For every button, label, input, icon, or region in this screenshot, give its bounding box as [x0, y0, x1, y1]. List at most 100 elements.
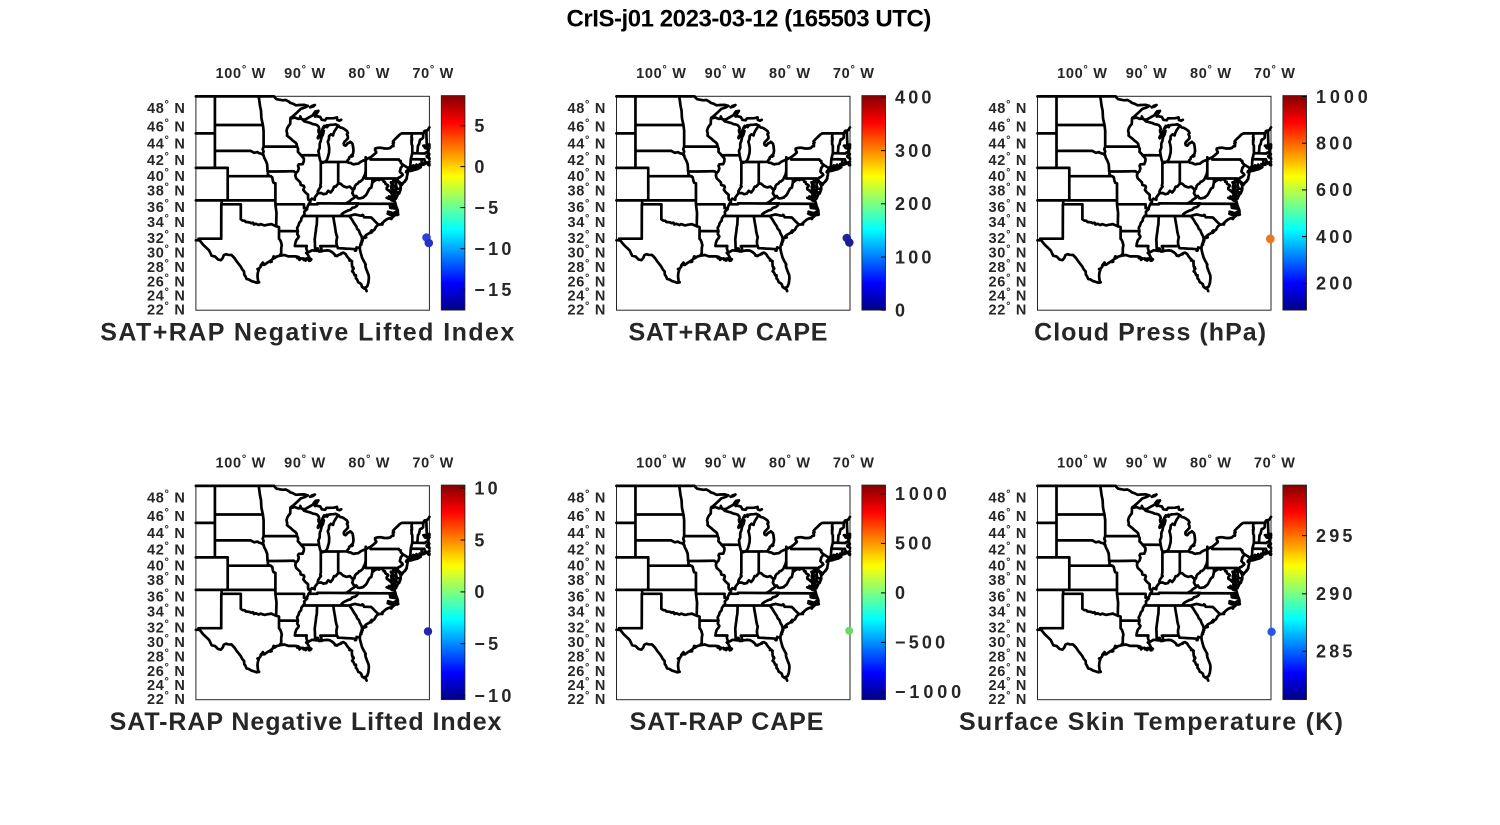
svg-text:28° N: 28° N: [147, 648, 186, 666]
svg-text:48° N: 48° N: [989, 489, 1028, 507]
svg-text:30° N: 30° N: [147, 244, 186, 262]
svg-text:46° N: 46° N: [147, 507, 186, 525]
svg-text:200: 200: [1316, 274, 1356, 294]
svg-text:26° N: 26° N: [147, 273, 186, 291]
svg-text:44° N: 44° N: [147, 135, 186, 153]
svg-text:44° N: 44° N: [989, 135, 1028, 153]
svg-text:90° W: 90° W: [1126, 454, 1168, 472]
svg-text:36° N: 36° N: [147, 588, 186, 606]
svg-text:38° N: 38° N: [989, 571, 1028, 589]
svg-text:46° N: 46° N: [567, 118, 606, 136]
svg-text:46° N: 46° N: [989, 507, 1028, 525]
svg-text:80° W: 80° W: [769, 454, 811, 472]
svg-text:Cloud Press (hPa): Cloud Press (hPa): [1034, 319, 1267, 347]
svg-text:290: 290: [1316, 584, 1356, 604]
svg-text:100° W: 100° W: [216, 454, 267, 472]
svg-text:600: 600: [1316, 180, 1356, 200]
svg-text:70° W: 70° W: [833, 64, 875, 82]
svg-text:30° N: 30° N: [989, 244, 1028, 262]
svg-text:28° N: 28° N: [567, 648, 606, 666]
svg-text:32° N: 32° N: [147, 619, 186, 637]
svg-text:28° N: 28° N: [989, 258, 1028, 276]
svg-text:22° N: 22° N: [567, 690, 606, 708]
svg-text:34° N: 34° N: [567, 603, 606, 621]
svg-text:32° N: 32° N: [147, 229, 186, 247]
svg-text:SAT-RAP CAPE: SAT-RAP CAPE: [630, 708, 825, 736]
svg-text:38° N: 38° N: [567, 182, 606, 200]
svg-text:42° N: 42° N: [989, 151, 1028, 169]
svg-text:−10: −10: [474, 239, 514, 259]
svg-text:70° W: 70° W: [1254, 454, 1296, 472]
svg-text:CrIS-j01 2023-03-12 (165503 UT: CrIS-j01 2023-03-12 (165503 UTC): [566, 6, 930, 33]
svg-text:100° W: 100° W: [636, 454, 687, 472]
svg-text:−5: −5: [474, 634, 501, 654]
svg-text:48° N: 48° N: [147, 489, 186, 507]
svg-text:24° N: 24° N: [147, 287, 186, 305]
svg-text:SAT+RAP Negative Lifted Index: SAT+RAP Negative Lifted Index: [100, 319, 516, 347]
svg-text:38° N: 38° N: [147, 571, 186, 589]
svg-text:−500: −500: [895, 633, 948, 653]
svg-text:42° N: 42° N: [567, 151, 606, 169]
svg-text:22° N: 22° N: [147, 690, 186, 708]
svg-text:200: 200: [895, 194, 935, 214]
svg-text:300: 300: [895, 141, 935, 161]
svg-text:32° N: 32° N: [989, 619, 1028, 637]
svg-text:SAT+RAP CAPE: SAT+RAP CAPE: [629, 319, 829, 347]
svg-text:40° N: 40° N: [147, 557, 186, 575]
svg-text:10: 10: [474, 478, 500, 498]
svg-text:26° N: 26° N: [567, 273, 606, 291]
svg-text:36° N: 36° N: [989, 588, 1028, 606]
svg-text:36° N: 36° N: [989, 198, 1028, 216]
svg-text:46° N: 46° N: [147, 118, 186, 136]
svg-text:46° N: 46° N: [567, 507, 606, 525]
svg-text:32° N: 32° N: [989, 229, 1028, 247]
svg-text:−15: −15: [474, 280, 514, 300]
svg-text:100° W: 100° W: [1057, 454, 1108, 472]
svg-text:40° N: 40° N: [567, 167, 606, 185]
svg-text:24° N: 24° N: [567, 676, 606, 694]
svg-text:70° W: 70° W: [412, 64, 454, 82]
svg-text:34° N: 34° N: [989, 603, 1028, 621]
svg-text:SAT-RAP Negative Lifted Index: SAT-RAP Negative Lifted Index: [110, 708, 503, 736]
svg-text:48° N: 48° N: [989, 99, 1028, 117]
svg-text:−1000: −1000: [895, 682, 965, 702]
svg-text:44° N: 44° N: [147, 524, 186, 542]
svg-text:24° N: 24° N: [989, 287, 1028, 305]
svg-text:90° W: 90° W: [1126, 64, 1168, 82]
svg-text:Surface Skin Temperature (K): Surface Skin Temperature (K): [959, 708, 1344, 736]
svg-text:295: 295: [1316, 526, 1356, 546]
svg-text:26° N: 26° N: [989, 662, 1028, 680]
svg-text:28° N: 28° N: [989, 648, 1028, 666]
svg-text:22° N: 22° N: [147, 301, 186, 319]
svg-text:24° N: 24° N: [567, 287, 606, 305]
svg-text:22° N: 22° N: [989, 690, 1028, 708]
svg-text:22° N: 22° N: [567, 301, 606, 319]
svg-text:26° N: 26° N: [989, 273, 1028, 291]
svg-text:40° N: 40° N: [989, 167, 1028, 185]
svg-text:40° N: 40° N: [989, 557, 1028, 575]
svg-text:−10: −10: [474, 686, 514, 706]
svg-text:24° N: 24° N: [147, 676, 186, 694]
svg-text:38° N: 38° N: [567, 571, 606, 589]
svg-text:34° N: 34° N: [147, 213, 186, 231]
svg-text:1000: 1000: [1316, 87, 1372, 107]
svg-text:44° N: 44° N: [989, 524, 1028, 542]
svg-text:36° N: 36° N: [567, 588, 606, 606]
svg-text:28° N: 28° N: [567, 258, 606, 276]
svg-text:−5: −5: [474, 198, 501, 218]
svg-text:80° W: 80° W: [348, 64, 390, 82]
svg-text:90° W: 90° W: [284, 454, 326, 472]
svg-text:36° N: 36° N: [567, 198, 606, 216]
svg-text:80° W: 80° W: [1190, 454, 1232, 472]
svg-text:44° N: 44° N: [567, 135, 606, 153]
svg-text:30° N: 30° N: [567, 244, 606, 262]
svg-text:42° N: 42° N: [147, 151, 186, 169]
svg-text:26° N: 26° N: [147, 662, 186, 680]
svg-text:28° N: 28° N: [147, 258, 186, 276]
svg-text:90° W: 90° W: [705, 454, 747, 472]
svg-text:0: 0: [895, 583, 908, 603]
svg-text:34° N: 34° N: [567, 213, 606, 231]
svg-text:5: 5: [474, 530, 487, 550]
svg-text:40° N: 40° N: [567, 557, 606, 575]
svg-text:32° N: 32° N: [567, 229, 606, 247]
